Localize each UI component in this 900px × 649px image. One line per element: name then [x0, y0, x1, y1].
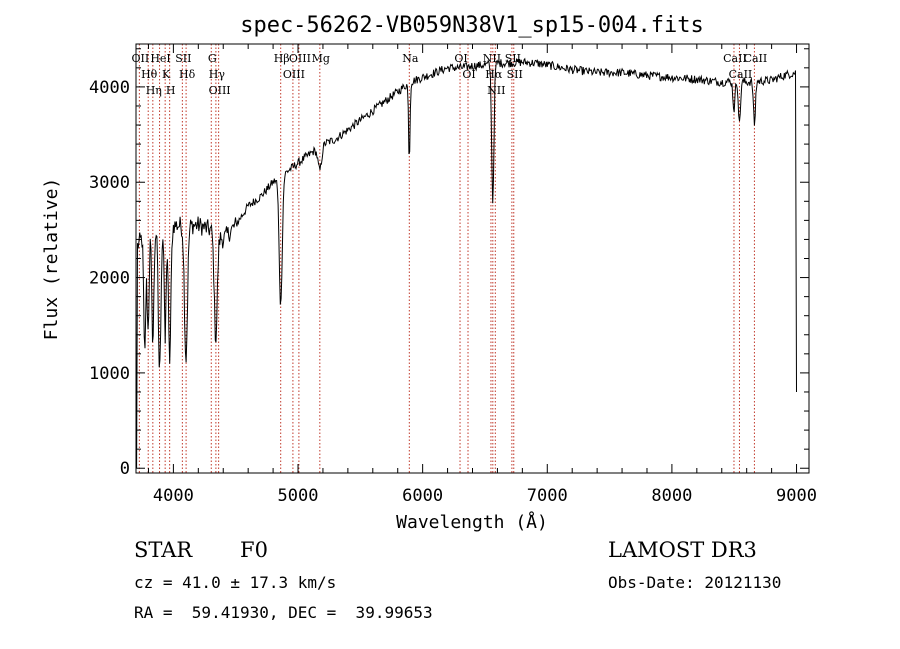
- y-tick-label: 3000: [89, 173, 130, 193]
- spectral-line-label: OII: [132, 52, 150, 65]
- spectral-line-label: HeI: [150, 52, 170, 65]
- obs-date: Obs-Date: 20121130: [608, 573, 782, 592]
- coordinates: RA = 59.41930, DEC = 39.99653: [134, 603, 433, 622]
- redshift-value: cz = 41.0 ± 17.3 km/s: [134, 573, 337, 592]
- spectral-line-label: NII: [487, 84, 505, 97]
- y-axis-ticks: 0 1000 2000 3000 4000: [89, 48, 809, 479]
- spectral-line-label: K: [162, 68, 171, 81]
- y-tick-label: 0: [120, 459, 130, 479]
- spectral-line-label: OIII: [209, 84, 231, 97]
- plot-frame: [135, 43, 810, 474]
- spectral-line-label: OI: [454, 52, 467, 65]
- spectral-line-label: Hβ: [274, 52, 290, 65]
- spectral-line-label: Hα: [485, 68, 503, 81]
- spectral-line-label: CaII: [744, 52, 768, 65]
- spectral-line-label: OI: [462, 68, 475, 81]
- x-tick-label: 8000: [651, 486, 692, 506]
- spectrum-line: [136, 57, 797, 469]
- spectral-line-label: H: [166, 84, 176, 97]
- spectral-line-label: SII: [505, 52, 521, 65]
- y-tick-label: 2000: [89, 269, 130, 289]
- spectral-line-label: OIII: [289, 52, 311, 65]
- spectral-line-markers: [138, 44, 755, 473]
- spectral-line-label: Na: [402, 52, 419, 65]
- spectral-line-label: CaII: [729, 68, 753, 81]
- spectral-line-label: NII: [483, 52, 501, 65]
- spectral-line-label: Mg: [312, 52, 330, 65]
- spectral-line-label: Hδ: [179, 68, 196, 81]
- y-axis-label: Flux (relative): [41, 178, 62, 341]
- x-tick-label: 6000: [402, 486, 443, 506]
- spectral-line-label: SII: [507, 68, 523, 81]
- y-tick-label: 1000: [89, 364, 130, 384]
- chart-title: spec-56262-VB059N38V1_sp15-004.fits: [240, 13, 704, 38]
- spectral-line-label: G: [208, 52, 217, 65]
- spectral-line-label: Hη: [146, 84, 162, 97]
- object-subclass: F0: [240, 538, 268, 562]
- x-tick-label: 5000: [278, 486, 319, 506]
- spectral-line-label: Hθ: [141, 68, 158, 81]
- spectral-line-label: OIII: [283, 68, 305, 81]
- x-axis-label: Wavelength (Å): [396, 511, 548, 533]
- spectral-line-label: Hγ: [209, 68, 226, 81]
- x-tick-label: 9000: [776, 486, 817, 506]
- x-tick-label: 4000: [153, 486, 194, 506]
- x-axis-ticks: 4000 5000 6000 7000 8000 9000: [147, 44, 817, 506]
- y-tick-label: 4000: [89, 78, 130, 98]
- spectral-line-label: SII: [175, 52, 191, 65]
- x-tick-label: 7000: [527, 486, 568, 506]
- spectral-line-label: CaII: [723, 52, 747, 65]
- object-type: STAR: [134, 538, 193, 562]
- survey-name: LAMOST DR3: [608, 538, 757, 562]
